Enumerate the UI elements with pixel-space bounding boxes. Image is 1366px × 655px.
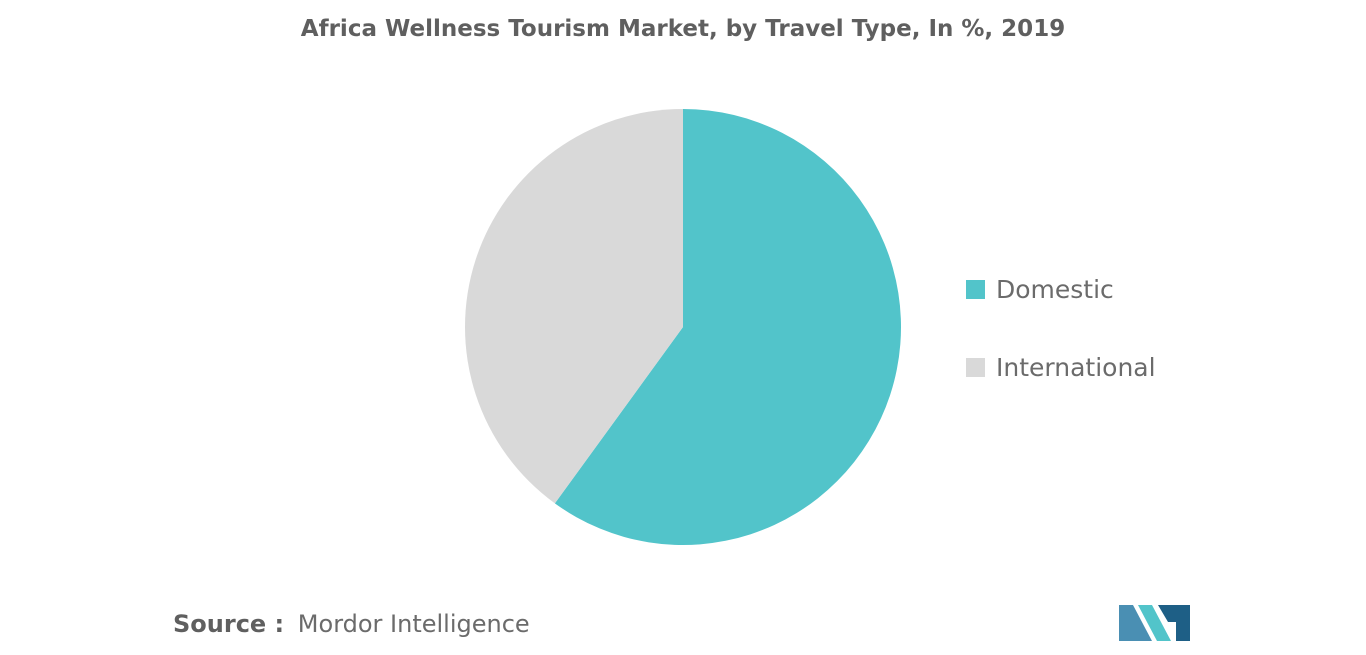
legend-label-international: International bbox=[996, 353, 1156, 382]
chart-title: Africa Wellness Tourism Market, by Trave… bbox=[301, 16, 1065, 42]
logo-right-block bbox=[1158, 605, 1190, 641]
logo-middle-block bbox=[1138, 605, 1171, 641]
legend-label-domestic: Domestic bbox=[996, 275, 1114, 304]
legend: Domestic International bbox=[966, 275, 1156, 382]
source-label: Source : bbox=[173, 610, 284, 638]
source-note: Source : Mordor Intelligence bbox=[173, 610, 530, 638]
pie bbox=[465, 109, 902, 545]
mordor-intelligence-logo-icon bbox=[1119, 605, 1190, 641]
legend-swatch-international bbox=[966, 358, 985, 377]
logo-left-block bbox=[1119, 605, 1152, 641]
pie-slice-domestic bbox=[554, 109, 902, 545]
source-value: Mordor Intelligence bbox=[298, 610, 530, 638]
legend-swatch-domestic bbox=[966, 280, 985, 299]
pie-slice-international bbox=[465, 109, 683, 504]
